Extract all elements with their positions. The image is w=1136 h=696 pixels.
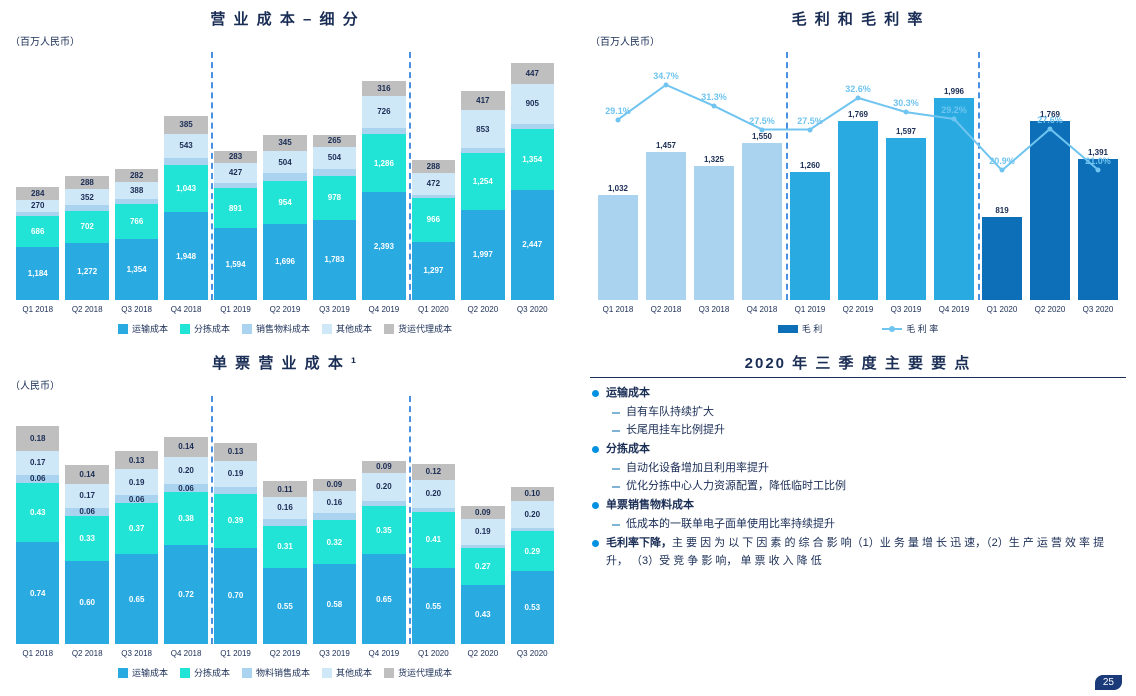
legend-item: 运输成本 <box>118 666 168 679</box>
bar-1: 0.600.330.060.170.14Q2 2018 <box>65 396 108 644</box>
bar-9: 1,9971,254853417Q2 2020 <box>461 52 504 300</box>
margin-rate-label: 27.5% <box>749 116 775 126</box>
chart3-title: 单 票 营 业 成 本 ¹ <box>10 352 560 373</box>
bar-8: 0.550.410.200.12Q1 2020 <box>412 396 455 644</box>
chart1-area: 1,184686270284Q1 20181,272702352288Q2 20… <box>10 52 560 300</box>
bar-1: 1,272702352288Q2 2018 <box>65 52 108 300</box>
margin-rate-label: 20.9% <box>989 156 1015 166</box>
bullet-sub: 自有车队持续扩大 <box>590 403 1126 422</box>
bar-4: 0.700.390.190.13Q1 2019 <box>214 396 257 644</box>
bar-3: 1,9481,043543385Q4 2018 <box>164 52 207 300</box>
bar-5: 1,696954504345Q2 2019 <box>263 52 306 300</box>
bar-5: 0.550.310.160.11Q2 2019 <box>263 396 306 644</box>
bar-10: 0.530.290.200.10Q3 2020 <box>511 396 554 644</box>
legend-item: 分拣成本 <box>180 666 230 679</box>
bullet-heading: 运输成本 <box>590 384 1126 403</box>
bar-0: 0.740.430.060.170.18Q1 2018 <box>16 396 59 644</box>
legend-item: 其他成本 <box>322 666 372 679</box>
highlights-list: 运输成本自有车队持续扩大长尾甩挂车比例提升分拣成本自动化设备增加且利用率提升优化… <box>590 384 1126 571</box>
margin-rate-label: 21.0% <box>1085 156 1111 166</box>
bullet-heading: 分拣成本 <box>590 440 1126 459</box>
bar-2: 1,354766388282Q3 2018 <box>115 52 158 300</box>
margin-rate-label: 31.3% <box>701 92 727 102</box>
bar-4: 1,594891427283Q1 2019 <box>214 52 257 300</box>
legend-item: 货运代理成本 <box>384 322 452 335</box>
bullet-heading: 毛利率下降，主 要 因 为 以 下 因 素 的 综 合 影 响（1）业 务 量 … <box>590 534 1126 571</box>
panel-highlights: 2020 年 三 季 度 主 要 要 点 运输成本自有车队持续扩大长尾甩挂车比例… <box>590 352 1126 682</box>
legend-item: 其他成本 <box>322 322 372 335</box>
margin-rate-label: 34.7% <box>653 71 679 81</box>
margin-rate-label: 29.2% <box>941 105 967 115</box>
chart1-unit: （百万人民币） <box>10 33 560 48</box>
legend-item: 运输成本 <box>118 322 168 335</box>
legend-item: 分拣成本 <box>180 322 230 335</box>
margin-rate-label: 29.1% <box>605 106 631 116</box>
bar-3: 0.720.380.060.200.14Q4 2018 <box>164 396 207 644</box>
panel-unit-cost: 单 票 营 业 成 本 ¹ （人民币） 0.740.430.060.170.18… <box>10 352 560 682</box>
chart2-unit: （百万人民币） <box>590 33 1126 48</box>
margin-rate-label: 27.6% <box>1037 115 1063 125</box>
panel-gross-margin: 毛 利 和 毛 利 率 （百万人民币） 1,032Q1 20181,457Q2 … <box>590 8 1126 338</box>
legend-item: 货运代理成本 <box>384 666 452 679</box>
chart1-legend: 运输成本分拣成本销售物料成本其他成本货运代理成本 <box>10 322 560 335</box>
bar-7: 2,3931,286726316Q4 2019 <box>362 52 405 300</box>
legend-item: 物料销售成本 <box>242 666 310 679</box>
chart2-area: 1,032Q1 20181,457Q2 20181,325Q3 20181,55… <box>590 52 1126 300</box>
chart3-legend: 运输成本分拣成本物料销售成本其他成本货运代理成本 <box>10 666 560 679</box>
panel4-title: 2020 年 三 季 度 主 要 要 点 <box>590 352 1126 373</box>
chart2-legend: 毛 利毛 利 率 <box>590 322 1126 335</box>
bullet-heading: 单票销售物料成本 <box>590 496 1126 515</box>
margin-rate-label: 32.6% <box>845 84 871 94</box>
chart2-title: 毛 利 和 毛 利 率 <box>590 8 1126 29</box>
bullet-sub: 低成本的一联单电子面单使用比率持续提升 <box>590 515 1126 534</box>
bullet-sub: 优化分拣中心人力资源配置，降低临时工比例 <box>590 477 1126 496</box>
bar-9: 0.430.270.190.09Q2 2020 <box>461 396 504 644</box>
bullet-sub: 长尾甩挂车比例提升 <box>590 421 1126 440</box>
page-number: 25 <box>1095 675 1122 690</box>
bullet-sub: 自动化设备增加且利用率提升 <box>590 459 1126 478</box>
chart3-unit: （人民币） <box>10 377 560 392</box>
panel-cost-breakdown: 营 业 成 本 – 细 分 （百万人民币） 1,184686270284Q1 2… <box>10 8 560 338</box>
bar-0: 1,184686270284Q1 2018 <box>16 52 59 300</box>
margin-rate-label: 27.5% <box>797 116 823 126</box>
legend-item: 销售物料成本 <box>242 322 310 335</box>
bar-6: 1,783978504265Q3 2019 <box>313 52 356 300</box>
bar-10: 2,4471,354905447Q3 2020 <box>511 52 554 300</box>
margin-rate-label: 30.3% <box>893 98 919 108</box>
bar-6: 0.580.320.160.09Q3 2019 <box>313 396 356 644</box>
bar-2: 0.650.370.060.190.13Q3 2018 <box>115 396 158 644</box>
bar-7: 0.650.350.200.09Q4 2019 <box>362 396 405 644</box>
bar-8: 1,297966472288Q1 2020 <box>412 52 455 300</box>
chart3-area: 0.740.430.060.170.18Q1 20180.600.330.060… <box>10 396 560 644</box>
chart1-title: 营 业 成 本 – 细 分 <box>10 8 560 29</box>
